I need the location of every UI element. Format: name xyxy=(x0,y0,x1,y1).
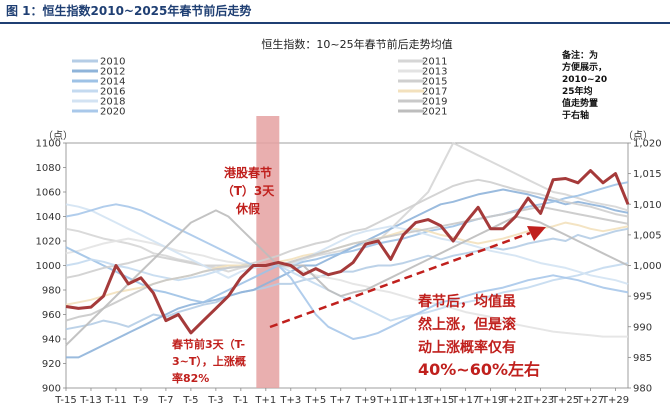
axis-note-line: 备注：为 xyxy=(561,49,598,61)
x-tick-label: T+11 xyxy=(376,395,404,406)
x-tick-label: T+19 xyxy=(476,395,504,406)
chart-title: 恒生指数：10~25年春节前后走势均值 xyxy=(261,37,452,51)
post-festival-annotation-line: 然上涨，但是滚 xyxy=(418,316,517,333)
right-tick-label: 1,000 xyxy=(633,261,662,272)
x-tick-label: T+13 xyxy=(401,395,429,406)
legend-label-2014: 2014 xyxy=(100,77,125,88)
x-tick-label: T+25 xyxy=(551,395,579,406)
series-line-2015 xyxy=(65,178,629,279)
left-tick-label: 920 xyxy=(42,359,61,370)
trend-arrow-line xyxy=(269,231,531,329)
left-axis-unit: （点） xyxy=(43,130,73,142)
pre-festival-annotation-line: 3~T），上涨概 xyxy=(172,354,246,368)
axis-note-line: 方便展示， xyxy=(562,61,607,73)
x-tick-label: T+5 xyxy=(304,395,326,406)
x-tick-label: T+15 xyxy=(426,395,454,406)
series-line-2010 xyxy=(65,227,629,331)
right-tick-label: 980 xyxy=(633,384,652,395)
x-tick-label: T-5 xyxy=(182,395,198,406)
x-tick-label: T-15 xyxy=(54,395,77,406)
holiday-annotation-line: 港股春节 xyxy=(224,165,272,180)
left-tick-label: 980 xyxy=(42,286,61,297)
left-tick-label: 1020 xyxy=(36,237,61,248)
legend-label-2011: 2011 xyxy=(422,57,447,68)
axis-note-line: 2010~20 xyxy=(562,75,607,85)
x-tick-label: T+23 xyxy=(526,395,554,406)
x-tick-label: T-9 xyxy=(132,395,148,406)
legend-label-2021: 2021 xyxy=(422,107,447,118)
legend-label-2012: 2012 xyxy=(100,67,125,78)
legend-label-2016: 2016 xyxy=(100,87,125,98)
x-tick-label: T-1 xyxy=(232,395,248,406)
right-tick-label: 1,020 xyxy=(633,139,662,150)
legend-label-2017: 2017 xyxy=(422,87,447,98)
x-tick-label: T+17 xyxy=(451,395,479,406)
left-tick-label: 960 xyxy=(42,310,61,321)
right-tick-label: 1,010 xyxy=(633,200,662,211)
right-tick-label: 1,015 xyxy=(633,169,662,180)
legend-label-2020: 2020 xyxy=(100,107,125,118)
right-tick-label: 990 xyxy=(633,322,652,333)
legend-label-2015: 2015 xyxy=(422,77,447,88)
axis-note-line: 25年均 xyxy=(562,85,593,97)
series-line-2013 xyxy=(65,237,628,338)
left-tick-label: 940 xyxy=(42,335,61,346)
pre-festival-annotation-line: 春节前3天（T- xyxy=(172,337,245,351)
x-tick-label: T+21 xyxy=(501,395,529,406)
post-festival-annotation-line: 动上涨概率仅有 xyxy=(418,339,516,356)
legend-label-2013: 2013 xyxy=(422,67,447,78)
mean-series-line xyxy=(65,169,630,335)
legend-label-2018: 2018 xyxy=(100,97,125,108)
x-tick-label: T+3 xyxy=(279,395,301,406)
x-tick-label: T+7 xyxy=(329,395,351,406)
left-tick-label: 1100 xyxy=(36,139,61,150)
left-tick-label: 900 xyxy=(42,384,61,395)
series-line-2012 xyxy=(66,188,629,359)
left-tick-label: 1000 xyxy=(36,261,61,272)
series-line-2021 xyxy=(65,209,629,346)
series-line-2020 xyxy=(65,203,629,340)
x-tick-label: T+29 xyxy=(601,395,629,406)
pre-festival-annotation-line: 率82% xyxy=(172,371,209,385)
figure-title: 图 1：恒生指数2010~2025年春节前后走势 xyxy=(6,4,252,18)
x-tick-label: T+1 xyxy=(254,395,276,406)
left-tick-label: 1080 xyxy=(36,163,61,174)
x-tick-label: T-7 xyxy=(157,395,173,406)
left-tick-label: 1040 xyxy=(36,212,61,223)
legend-label-2010: 2010 xyxy=(100,57,125,68)
right-tick-label: 995 xyxy=(633,292,652,303)
holiday-annotation-line: （T）3天 xyxy=(222,183,276,198)
right-axis-unit: （点） xyxy=(623,130,653,142)
trend-arrow-head xyxy=(527,226,546,241)
right-tick-label: 1,005 xyxy=(633,230,662,241)
holiday-annotation-line: 休假 xyxy=(235,201,261,216)
axis-note-line: 值走势置 xyxy=(562,97,598,109)
x-tick-label: T-13 xyxy=(79,395,102,406)
x-tick-label: T-11 xyxy=(104,395,127,406)
x-tick-label: T+27 xyxy=(576,395,604,406)
x-tick-label: T-3 xyxy=(207,395,223,406)
holiday-shaded-band xyxy=(256,116,280,388)
figure-header-bar: 图 1：恒生指数2010~2025年春节前后走势 xyxy=(0,0,670,24)
x-tick-label: T+9 xyxy=(354,395,376,406)
right-tick-label: 985 xyxy=(633,353,652,364)
left-tick-label: 1060 xyxy=(36,188,61,199)
post-festival-annotation-line: 春节后，均值虽 xyxy=(417,293,516,310)
series-line-2018 xyxy=(65,203,629,285)
axis-note-line: 于右轴 xyxy=(562,109,589,121)
legend-label-2019: 2019 xyxy=(422,97,447,108)
post-festival-annotation-line: 40%~60%左右 xyxy=(418,360,540,379)
